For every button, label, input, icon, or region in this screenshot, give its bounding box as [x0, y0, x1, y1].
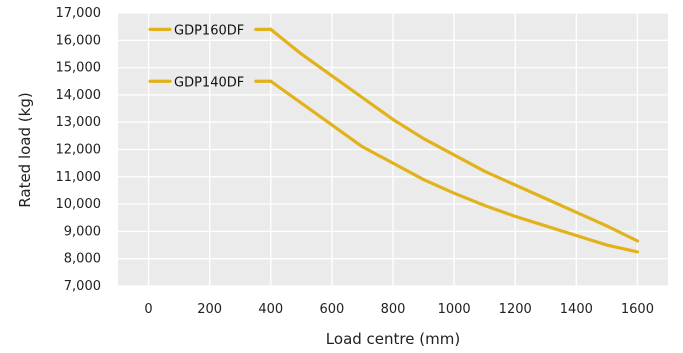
y-tick-label: 13,000: [56, 115, 102, 130]
y-axis-title: Rated load (kg): [16, 92, 34, 207]
series-lines: [269, 27, 640, 254]
x-tick-labels: 0 200 400 600 800 1000 1200 1400 1600: [144, 302, 654, 317]
x-tick-label: 0: [144, 302, 152, 317]
series-label: GDP140DF: [174, 75, 244, 90]
series-label: GDP160DF: [174, 23, 244, 38]
x-tick-label: 600: [319, 302, 344, 317]
y-tick-label: 8,000: [64, 252, 101, 267]
x-tick-label: 1600: [621, 302, 654, 317]
x-tick-label: 400: [258, 302, 283, 317]
x-tick-label: 800: [381, 302, 406, 317]
y-tick-label: 14,000: [56, 88, 102, 103]
y-tick-label: 17,000: [56, 6, 102, 21]
grid-lines: [118, 12, 668, 287]
series-line: [269, 79, 640, 254]
y-tick-label: 10,000: [56, 197, 102, 212]
series-labels: GDP160DF GDP140DF: [148, 23, 273, 90]
y-tick-label: 12,000: [56, 143, 102, 158]
y-tick-label: 7,000: [64, 279, 101, 294]
x-axis-title: Load centre (mm): [326, 330, 460, 348]
y-tick-label: 16,000: [56, 33, 102, 48]
y-tick-label: 15,000: [56, 61, 102, 76]
y-tick-labels: 7,000 8,000 9,000 10,000 11,000 12,000 13,000 1…: [56, 6, 102, 294]
x-tick-label: 1000: [438, 302, 471, 317]
x-tick-label: 1400: [560, 302, 593, 317]
y-tick-label: 9,000: [64, 224, 101, 239]
series-line: [269, 27, 640, 243]
y-tick-label: 11,000: [56, 170, 102, 185]
x-tick-label: 1200: [499, 302, 532, 317]
x-tick-label: 200: [197, 302, 222, 317]
